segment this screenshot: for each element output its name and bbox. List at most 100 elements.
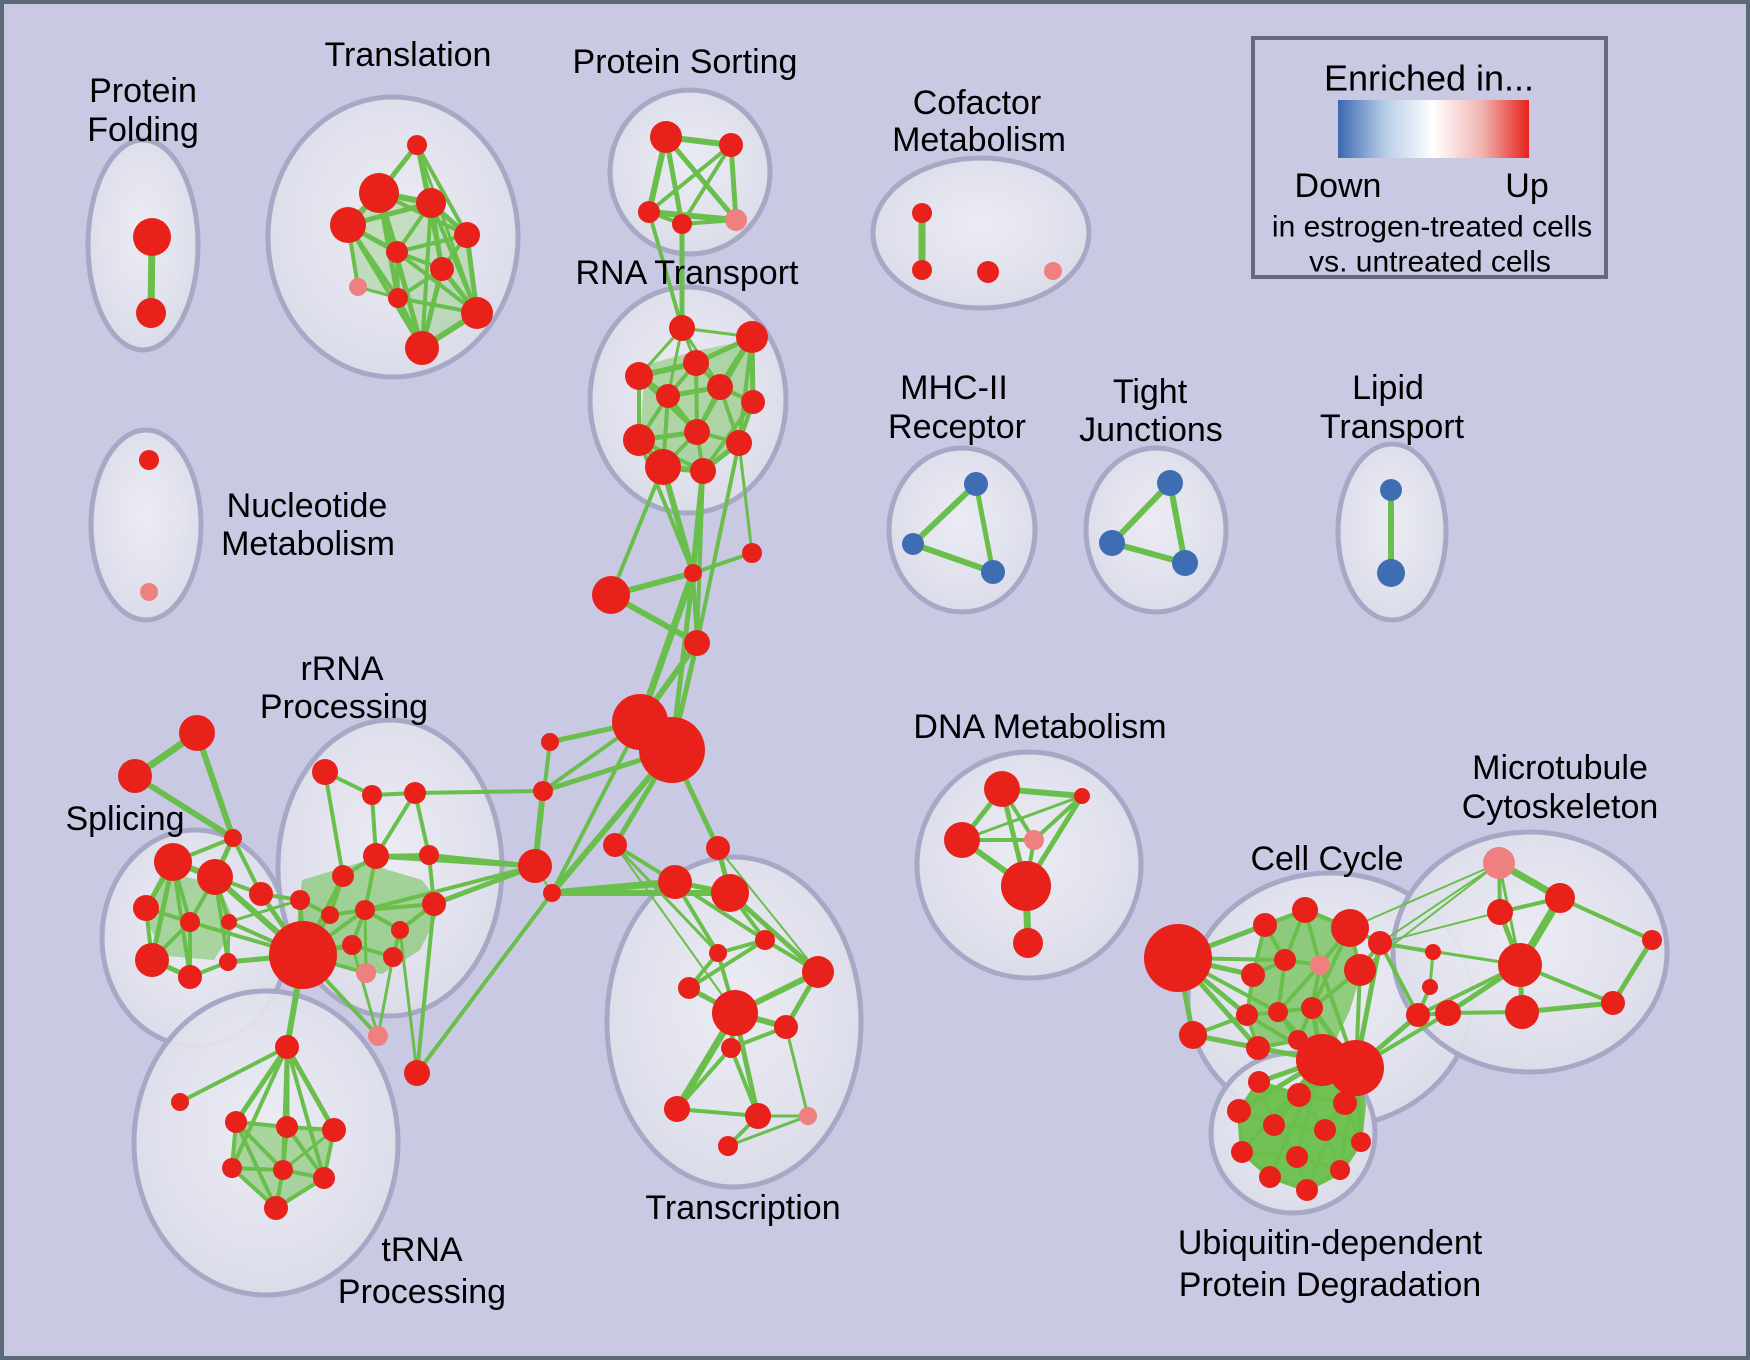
- node-u11: [1259, 1166, 1281, 1188]
- node-mc6: [1505, 995, 1539, 1029]
- node-tx2: [711, 874, 749, 912]
- edge-ps3-ps5: [646, 209, 739, 223]
- node-r15: [342, 935, 362, 955]
- legend-up-label: Up: [1505, 167, 1548, 205]
- node-s9: [219, 953, 237, 971]
- cluster-label-tight-junctions-line1: Tight: [1113, 373, 1188, 411]
- edge-r3-c6: [413, 789, 545, 795]
- edge-t3-t9: [234, 1120, 278, 1210]
- edge-r1-r6: [323, 770, 345, 878]
- edge-ps2-ps4: [680, 143, 733, 226]
- edge-rt10-c4: [737, 441, 754, 555]
- node-cc10: [1301, 997, 1323, 1019]
- edge-tx2-tx6: [727, 890, 821, 975]
- cluster-label-mhc-ii-receptor-line2: Receptor: [888, 408, 1026, 446]
- node-mh2: [902, 533, 924, 555]
- legend-down-label: Down: [1295, 167, 1382, 205]
- node-rt7: [741, 390, 765, 414]
- edge-ps1-ps5: [663, 134, 739, 223]
- node-lt2: [1377, 559, 1405, 587]
- node-rt3: [625, 362, 653, 390]
- node-mcB: [1498, 943, 1542, 987]
- edge-rt12-c3: [695, 469, 705, 645]
- node-lt1: [1380, 479, 1402, 501]
- cluster-label-nucleotide-metabolism-line2: Metabolism: [221, 525, 395, 563]
- node-r14: [391, 921, 409, 939]
- cluster-ellipse-tight-junctions: [1083, 445, 1229, 615]
- node-c6: [533, 781, 553, 801]
- node-u9: [1286, 1146, 1308, 1168]
- node-c3: [684, 630, 710, 656]
- node-tj2: [1099, 530, 1125, 556]
- edge-cc13-cc16: [1378, 941, 1420, 1017]
- edge-s5-r11: [227, 898, 302, 924]
- edge-cc3-mcP: [1349, 862, 1500, 929]
- node-tj3: [1172, 550, 1198, 576]
- edge-c7-tx8: [614, 844, 736, 1014]
- node-g3: [224, 829, 242, 847]
- node-tx8: [712, 990, 758, 1036]
- cluster-label-lipid-transport-line2: Transport: [1320, 408, 1465, 446]
- node-s8: [178, 965, 202, 989]
- node-r8: [419, 845, 439, 865]
- node-rt6: [656, 384, 680, 408]
- edge-rrb-r9: [415, 902, 436, 1075]
- edge-tC-t3: [233, 1044, 290, 1125]
- node-dm5: [1001, 861, 1051, 911]
- node-r7: [363, 843, 389, 869]
- edge-mc1-mc5: [1558, 896, 1654, 942]
- node-tr9: [388, 288, 408, 308]
- node-s5: [221, 914, 237, 930]
- node-ps4: [672, 214, 692, 234]
- node-tr5: [454, 222, 480, 248]
- edge-g1-g3: [194, 730, 236, 841]
- cluster-label-protein-folding-line1: Protein: [89, 72, 197, 110]
- node-ccB2: [1328, 1040, 1384, 1096]
- node-t6: [222, 1158, 242, 1178]
- node-g2: [118, 759, 152, 793]
- edge-mc4-mc5: [1610, 937, 1655, 1006]
- node-r16: [383, 947, 403, 967]
- node-tx4: [755, 930, 775, 950]
- edge-tr2-tr11: [376, 190, 425, 351]
- node-ps1: [650, 121, 682, 153]
- node-s1: [154, 843, 192, 881]
- node-r12: [321, 906, 339, 924]
- node-G: [269, 921, 337, 989]
- edge-rB-r8: [427, 853, 537, 868]
- edge-tx0-tx6: [717, 847, 819, 973]
- cluster-label-splicing: Splicing: [65, 800, 184, 838]
- node-rt12: [690, 458, 716, 484]
- node-u3: [1333, 1091, 1357, 1115]
- edge-rt10-c3: [695, 441, 741, 645]
- node-cm3: [977, 261, 999, 283]
- node-r13: [355, 900, 375, 920]
- node-u8: [1231, 1141, 1253, 1163]
- cluster-label-tight-junctions-line2: Junctions: [1079, 411, 1223, 449]
- cluster-ellipse-nucleotide-metabolism: [88, 427, 204, 623]
- edge-tx13-tx14: [726, 1114, 810, 1148]
- node-tx11: [664, 1096, 690, 1122]
- node-cc11: [1246, 1036, 1270, 1060]
- legend-subtitle-line2: vs. untreated cells: [1309, 246, 1551, 279]
- cluster-label-microtubule-cytoskeleton-line1: Microtubule: [1472, 749, 1648, 787]
- node-t9: [264, 1196, 288, 1220]
- node-s6: [135, 943, 169, 977]
- node-p2: [368, 1026, 388, 1046]
- legend: Enriched in... Down Up in estrogen-treat…: [1251, 36, 1608, 279]
- node-cc9: [1268, 1002, 1288, 1022]
- cluster-label-mhc-ii-receptor-line1: MHC-II: [900, 369, 1008, 407]
- cluster-label-cofactor-metabolism-line2: Metabolism: [892, 121, 1066, 159]
- edge-cc13-mcB: [1378, 941, 1522, 967]
- cluster-label-rrna-processing-line1: rRNA: [300, 650, 383, 688]
- edge-cc6-cc9: [1276, 963, 1322, 1014]
- legend-title: Enriched in...: [1324, 58, 1534, 99]
- node-r5: [249, 882, 273, 906]
- node-mc1: [1545, 883, 1575, 913]
- node-cc8: [1236, 1004, 1258, 1026]
- node-dm4: [1024, 830, 1044, 850]
- node-r2: [362, 785, 382, 805]
- cluster-label-trna-processing-line1: tRNA: [381, 1231, 463, 1269]
- node-dm1: [984, 771, 1020, 807]
